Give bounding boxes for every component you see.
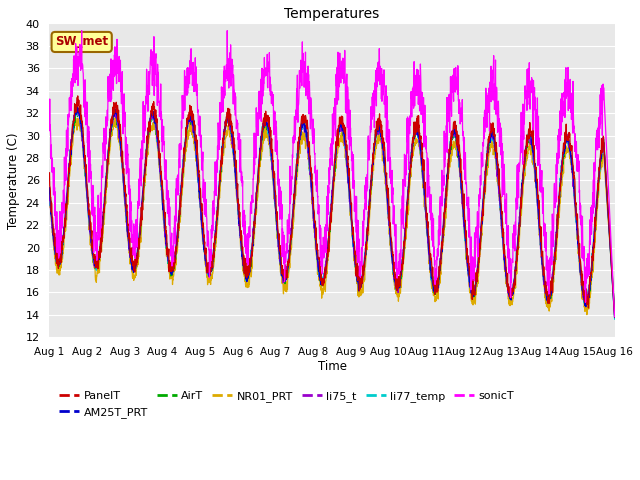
Title: Temperatures: Temperatures	[284, 7, 380, 21]
li77_temp	[349, 235, 356, 240]
li75_t	[45, 193, 53, 199]
Y-axis label: Temperature (C): Temperature (C)	[7, 132, 20, 228]
li75_t	[72, 103, 80, 108]
PanelT	[497, 195, 504, 201]
NR01_PRT	[204, 273, 211, 278]
li75_t	[561, 142, 569, 147]
li77_temp	[204, 267, 211, 273]
li75_t	[497, 210, 504, 216]
sonicT	[361, 205, 369, 211]
AM25T_PRT	[577, 268, 584, 274]
PanelT	[361, 256, 369, 262]
AirT	[611, 307, 618, 312]
PanelT	[577, 259, 584, 265]
li77_temp	[361, 249, 369, 255]
sonicT	[78, 28, 86, 34]
AirT	[561, 144, 569, 149]
PanelT	[74, 93, 81, 99]
li77_temp	[561, 136, 569, 142]
Line: PanelT: PanelT	[49, 96, 614, 317]
li77_temp	[611, 316, 618, 322]
li75_t	[361, 254, 369, 260]
PanelT	[45, 170, 53, 176]
NR01_PRT	[497, 205, 504, 211]
AM25T_PRT	[45, 185, 53, 191]
NR01_PRT	[361, 263, 369, 268]
Line: AirT: AirT	[49, 108, 614, 310]
li77_temp	[45, 192, 53, 198]
AM25T_PRT	[349, 228, 356, 234]
Line: li75_t: li75_t	[49, 106, 614, 312]
Line: sonicT: sonicT	[49, 31, 614, 317]
AM25T_PRT	[561, 143, 569, 149]
sonicT	[497, 135, 504, 141]
NR01_PRT	[45, 192, 53, 197]
Legend: PanelT, AM25T_PRT, AirT, NR01_PRT, li75_t, li77_temp, sonicT: PanelT, AM25T_PRT, AirT, NR01_PRT, li75_…	[55, 387, 519, 422]
li77_temp	[497, 209, 504, 215]
NR01_PRT	[349, 233, 356, 239]
PanelT	[204, 270, 211, 276]
NR01_PRT	[577, 272, 584, 278]
Line: AM25T_PRT: AM25T_PRT	[49, 108, 614, 317]
li77_temp	[577, 272, 584, 278]
AirT	[361, 257, 369, 263]
sonicT	[349, 157, 356, 163]
NR01_PRT	[111, 115, 119, 120]
NR01_PRT	[561, 156, 569, 161]
PanelT	[611, 314, 618, 320]
sonicT	[611, 314, 618, 320]
AM25T_PRT	[74, 105, 81, 110]
li75_t	[611, 309, 618, 315]
AirT	[497, 208, 504, 214]
AirT	[45, 189, 53, 194]
sonicT	[561, 115, 569, 120]
li77_temp	[74, 107, 82, 113]
Line: NR01_PRT: NR01_PRT	[49, 118, 614, 317]
li75_t	[204, 267, 211, 273]
sonicT	[204, 243, 211, 249]
li75_t	[349, 233, 356, 239]
li75_t	[577, 274, 584, 279]
AM25T_PRT	[611, 314, 618, 320]
PanelT	[561, 134, 569, 140]
AM25T_PRT	[497, 203, 504, 208]
Text: SW_met: SW_met	[55, 36, 108, 48]
PanelT	[349, 224, 356, 229]
Line: li77_temp: li77_temp	[49, 110, 614, 319]
AirT	[577, 269, 584, 275]
X-axis label: Time: Time	[317, 360, 346, 372]
AirT	[74, 105, 81, 111]
AirT	[349, 228, 356, 234]
AM25T_PRT	[361, 255, 369, 261]
AirT	[204, 270, 211, 276]
AM25T_PRT	[204, 267, 211, 273]
sonicT	[45, 126, 53, 132]
sonicT	[577, 203, 584, 208]
NR01_PRT	[611, 314, 618, 320]
